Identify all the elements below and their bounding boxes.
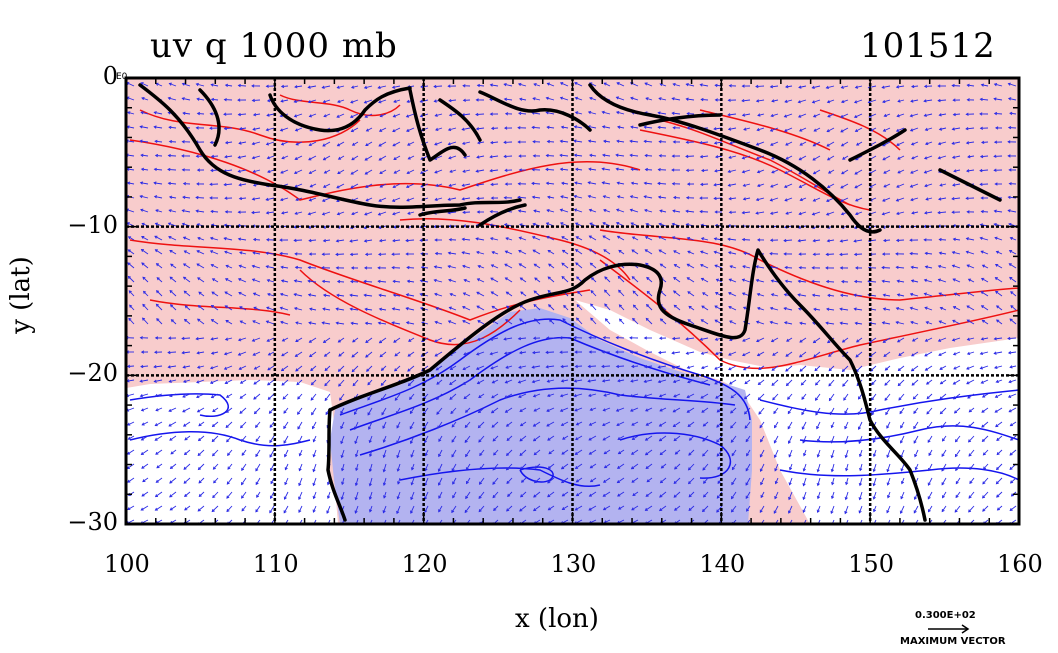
coastline (138, 83, 1002, 522)
corner-label: E0 (116, 72, 128, 82)
y-axis-label: y (lat) (6, 256, 36, 334)
legend-magnitude: 0.300E+02 (915, 610, 976, 621)
y-tick-label: −10 (67, 210, 118, 239)
y-tick-label: −20 (67, 359, 118, 388)
legend-vector-arrow (928, 624, 970, 634)
x-tick-label: 100 (104, 550, 150, 578)
x-tick-label: 140 (699, 550, 746, 578)
y-tick-label: −30 (67, 508, 118, 536)
y-tick-label: 0 (102, 62, 118, 90)
legend-caption: MAXIMUM VECTOR (900, 636, 1006, 647)
neutral-region-southwest (126, 380, 338, 524)
wind-vector-field (126, 81, 1017, 524)
plot-timestamp: 101512 (860, 26, 996, 66)
x-tick-label: 150 (848, 550, 894, 578)
axis-ticks (125, 77, 1020, 525)
x-tick-label: 120 (401, 550, 448, 578)
negative-anomaly-fill (330, 308, 752, 524)
lat-lon-grid (126, 78, 1019, 524)
x-axis-label: x (lon) (515, 604, 599, 634)
plot-title: uv q 1000 mb (150, 26, 398, 66)
x-tick-label: 160 (997, 550, 1043, 578)
x-tick-label: 130 (550, 550, 597, 578)
x-tick-label: 110 (252, 550, 299, 578)
